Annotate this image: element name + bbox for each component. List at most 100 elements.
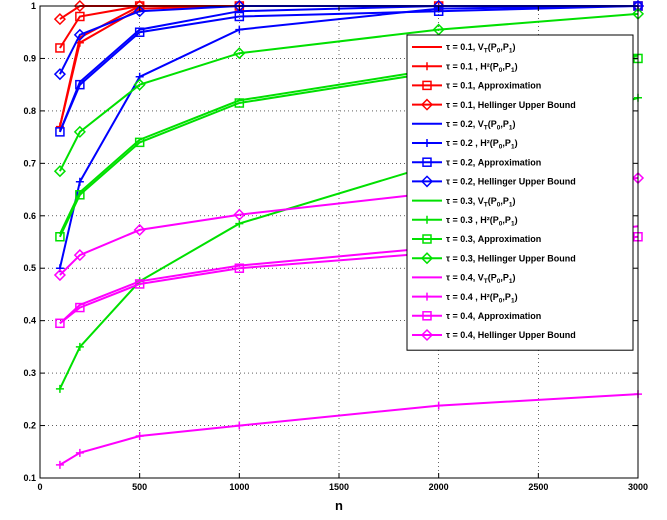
series-line <box>58 5 639 133</box>
data-point-diamond <box>73 28 86 41</box>
data-point-diamond <box>420 252 434 265</box>
legend-label: τ = 0.1, VT​(P0​,P1​) <box>446 42 516 55</box>
data-point-diamond <box>73 125 86 138</box>
x-tick-label: 3000 <box>628 482 648 492</box>
data-point-plus <box>55 460 64 469</box>
legend-item: τ = 0.2 , H²(P0​,P1​) <box>412 138 518 151</box>
data-point-square <box>55 232 65 242</box>
data-point-square <box>234 263 245 273</box>
series-12 <box>53 7 645 178</box>
x-tick-label: 500 <box>132 482 147 492</box>
data-point-square <box>75 79 85 90</box>
data-point-square <box>134 137 145 148</box>
data-point-square <box>75 302 85 313</box>
legend-item: τ = 0.3, Hellinger Upper Bound <box>412 252 576 265</box>
series-line <box>59 12 639 172</box>
series-14 <box>55 390 642 469</box>
data-point-diamond <box>53 13 66 26</box>
data-point-square <box>234 98 245 108</box>
data-point-square <box>75 11 85 22</box>
legend: τ = 0.1, VT​(P0​,P1​) τ = 0.1 , H²(P0​,P1… <box>406 34 634 351</box>
legend-item: τ = 0.1, VT​(P0​,P1​) <box>412 42 516 55</box>
legend-label: τ = 0.1 , H²(P0​,P1​) <box>446 61 518 74</box>
series-line <box>59 393 639 466</box>
y-tick-label: 1 <box>31 1 36 11</box>
legend-label: τ = 0.2, Approximation <box>446 157 541 167</box>
legend-label: τ = 0.2, Hellinger Upper Bound <box>446 177 576 187</box>
data-point-square <box>134 279 145 289</box>
data-point-plus <box>423 292 431 301</box>
data-point-diamond <box>133 5 146 18</box>
data-point-diamond <box>53 68 66 81</box>
data-point-square <box>422 80 432 91</box>
data-point-diamond <box>233 208 246 221</box>
data-point-diamond <box>53 165 66 178</box>
legend-label: τ = 0.2, VT​(P0​,P1​) <box>446 119 516 132</box>
legend-item: τ = 0.2, VT​(P0​,P1​) <box>412 119 516 132</box>
data-point-diamond <box>73 0 86 13</box>
legend-label: τ = 0.1, Approximation <box>446 81 541 91</box>
data-point-square <box>55 318 65 329</box>
x-tick-label: 2000 <box>429 482 449 492</box>
x-tick-label: 0 <box>37 482 42 492</box>
data-point-square <box>134 27 145 37</box>
legend-label: τ = 0.2 , H²(P0​,P1​) <box>446 138 518 151</box>
y-tick-label: 0.1 <box>23 473 36 483</box>
data-point-square <box>55 127 65 137</box>
legend-item: τ = 0.3, Approximation <box>412 234 541 244</box>
y-tick-label: 0.3 <box>23 368 36 378</box>
data-point-diamond <box>233 47 246 60</box>
legend-label: τ = 0.3, VT​(P0​,P1​) <box>446 196 516 209</box>
legend-item: τ = 0.4, Hellinger Upper Bound <box>412 328 576 342</box>
x-tick-label: 1000 <box>229 482 249 492</box>
axis-ticks: 0 500 1000 1500 2000 2500 3000 0.1 0.2 0.3 0.4 0.5 0… <box>23 1 648 492</box>
legend-item: τ = 0.4 , H²(P0​,P1​) <box>412 292 518 305</box>
legend-label: τ = 0.3 , H²(P0​,P1​) <box>446 215 518 228</box>
data-point-plus <box>235 421 244 430</box>
x-tick-label: 1500 <box>329 482 349 492</box>
data-point-diamond <box>133 223 146 236</box>
data-point-square <box>422 157 432 167</box>
x-axis-label: n <box>335 498 343 513</box>
legend-label: τ = 0.4, VT​(P0​,P1​) <box>446 273 516 286</box>
data-point-diamond <box>53 268 66 282</box>
y-tick-label: 0.6 <box>23 211 36 221</box>
legend-item: τ = 0.2, Approximation <box>412 157 541 167</box>
legend-item: τ = 0.4, Approximation <box>412 311 541 321</box>
data-point-square <box>422 311 432 321</box>
data-point-square <box>422 234 432 244</box>
y-tick-label: 0.4 <box>23 316 36 326</box>
legend-item: τ = 0.3, VT​(P0​,P1​) <box>412 196 516 209</box>
legend-item: τ = 0.4, VT​(P0​,P1​) <box>412 273 516 286</box>
data-point-diamond <box>420 98 434 111</box>
legend-item: τ = 0.3 , H²(P0​,P1​) <box>412 215 518 228</box>
legend-item: τ = 0.1, Hellinger Upper Bound <box>412 98 576 111</box>
data-point-plus <box>434 401 443 410</box>
legend-label: τ = 0.3, Hellinger Upper Bound <box>446 253 576 263</box>
data-point-plus <box>235 219 244 228</box>
legend-label: τ = 0.4, Hellinger Upper Bound <box>446 330 576 340</box>
legend-label: τ = 0.3, Approximation <box>446 234 541 244</box>
data-point-plus <box>135 432 144 441</box>
legend-box <box>406 34 634 351</box>
legend-label: τ = 0.4, Approximation <box>446 311 541 321</box>
legend-label: τ = 0.4 , H²(P0​,P1​) <box>446 292 518 305</box>
legend-item: τ = 0.1, Approximation <box>412 81 541 91</box>
data-point-diamond <box>420 328 434 342</box>
y-tick-label: 0.9 <box>23 53 36 63</box>
data-point-plus <box>75 177 84 186</box>
data-point-square <box>234 11 245 22</box>
legend-label: τ = 0.1, Hellinger Upper Bound <box>446 100 576 110</box>
data-point-plus <box>423 215 431 224</box>
y-tick-label: 0.5 <box>23 263 36 273</box>
data-point-plus <box>423 139 431 147</box>
data-point-square <box>55 43 65 53</box>
data-point-plus <box>55 384 64 393</box>
data-point-plus <box>75 448 84 457</box>
x-tick-label: 2500 <box>528 482 548 492</box>
legend-item: τ = 0.1 , H²(P0​,P1​) <box>412 61 518 74</box>
data-point-diamond <box>420 175 434 188</box>
data-point-plus <box>75 342 84 351</box>
y-tick-label: 0.8 <box>23 106 36 116</box>
